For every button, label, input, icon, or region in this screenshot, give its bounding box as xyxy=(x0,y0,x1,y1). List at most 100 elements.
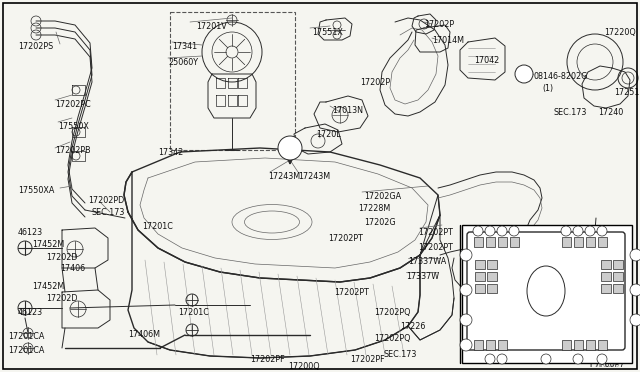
Text: 17201C: 17201C xyxy=(142,222,173,231)
Bar xyxy=(474,237,483,247)
Text: A: A xyxy=(287,143,293,153)
Text: 17201V: 17201V xyxy=(196,22,227,31)
Bar xyxy=(475,284,485,293)
Bar xyxy=(574,237,583,247)
Text: 46123: 46123 xyxy=(18,228,43,237)
Bar xyxy=(498,237,507,247)
Bar xyxy=(613,272,623,281)
Text: 17201C: 17201C xyxy=(178,308,209,317)
Text: a: a xyxy=(488,228,492,234)
Text: 25060Y: 25060Y xyxy=(168,58,198,67)
Circle shape xyxy=(515,243,533,261)
Bar xyxy=(574,340,583,350)
Text: VIEW: VIEW xyxy=(464,238,484,247)
Text: a: a xyxy=(500,356,504,362)
Text: 17251: 17251 xyxy=(614,88,639,97)
Circle shape xyxy=(485,354,495,364)
Text: 17013N: 17013N xyxy=(332,106,363,115)
Bar xyxy=(613,260,623,269)
Text: 17228M: 17228M xyxy=(358,204,390,213)
Text: 17202PQ: 17202PQ xyxy=(374,308,410,317)
Circle shape xyxy=(630,284,640,296)
Bar xyxy=(486,237,495,247)
Text: 17337WA: 17337WA xyxy=(408,257,446,266)
Text: 17243M: 17243M xyxy=(298,172,330,181)
Text: ...17243M: ...17243M xyxy=(510,232,548,241)
Text: a: a xyxy=(564,228,568,234)
Bar xyxy=(498,340,507,350)
Text: 17202PS: 17202PS xyxy=(18,42,53,51)
Bar xyxy=(562,340,571,350)
Text: 17452M: 17452M xyxy=(32,240,64,249)
Text: 17202G: 17202G xyxy=(364,218,396,227)
Text: a: a xyxy=(464,317,468,323)
Text: 17220Q: 17220Q xyxy=(604,28,636,37)
Circle shape xyxy=(460,284,472,296)
Text: a: a xyxy=(464,253,468,257)
Text: 17202PD: 17202PD xyxy=(88,196,124,205)
Text: 17337W: 17337W xyxy=(406,272,439,281)
Text: B: B xyxy=(521,70,527,78)
Circle shape xyxy=(460,339,472,351)
Circle shape xyxy=(597,354,607,364)
Text: 17452M: 17452M xyxy=(32,282,64,291)
Text: 17042: 17042 xyxy=(474,56,499,65)
Circle shape xyxy=(460,314,472,326)
Circle shape xyxy=(485,226,495,236)
Bar xyxy=(601,272,611,281)
Text: 1720L: 1720L xyxy=(316,130,340,139)
Text: 08146-8202G: 08146-8202G xyxy=(534,246,588,255)
Text: (1): (1) xyxy=(542,84,553,93)
Text: a: a xyxy=(600,356,604,362)
Bar xyxy=(562,237,571,247)
Text: 17406: 17406 xyxy=(60,264,85,273)
Text: 17341: 17341 xyxy=(172,42,197,51)
Text: 17342: 17342 xyxy=(158,148,183,157)
Text: 17240: 17240 xyxy=(598,108,623,117)
Bar xyxy=(487,272,497,281)
Text: 17406M: 17406M xyxy=(128,330,160,339)
Circle shape xyxy=(597,226,607,236)
Circle shape xyxy=(630,314,640,326)
Text: a: a xyxy=(634,288,638,292)
Text: 17202PT: 17202PT xyxy=(418,243,453,252)
Bar xyxy=(601,260,611,269)
Text: SEC.173: SEC.173 xyxy=(92,208,125,217)
Text: ...17243M: ...17243M xyxy=(510,238,550,247)
Text: 17202PB: 17202PB xyxy=(55,146,91,155)
Text: I 7P00P7: I 7P00P7 xyxy=(590,362,621,368)
Text: 17202PT: 17202PT xyxy=(334,288,369,297)
Text: a: a xyxy=(464,288,468,292)
Text: 17202PT: 17202PT xyxy=(418,228,453,237)
Text: a: a xyxy=(488,356,492,362)
Bar xyxy=(613,284,623,293)
Circle shape xyxy=(278,136,302,160)
Bar xyxy=(598,340,607,350)
Circle shape xyxy=(573,354,583,364)
Text: a: a xyxy=(576,356,580,362)
Bar xyxy=(601,284,611,293)
Text: a: a xyxy=(464,343,468,347)
Text: (1): (1) xyxy=(548,258,559,267)
Circle shape xyxy=(497,354,507,364)
Bar xyxy=(586,340,595,350)
Text: 17226: 17226 xyxy=(400,322,426,331)
Bar xyxy=(462,225,632,363)
Text: 46123: 46123 xyxy=(18,308,43,317)
Circle shape xyxy=(509,226,519,236)
Bar xyxy=(586,237,595,247)
Text: 17550X: 17550X xyxy=(58,122,89,131)
Text: 17201CA: 17201CA xyxy=(8,332,44,341)
Circle shape xyxy=(541,354,551,364)
Text: 17202PT: 17202PT xyxy=(328,234,363,243)
Text: 17202GA: 17202GA xyxy=(364,192,401,201)
Text: a: a xyxy=(500,228,504,234)
Bar xyxy=(510,237,519,247)
Text: SEC.173: SEC.173 xyxy=(554,108,588,117)
Circle shape xyxy=(460,249,472,261)
Circle shape xyxy=(630,249,640,261)
Text: VIEW A: VIEW A xyxy=(468,232,495,241)
Text: 17202PF: 17202PF xyxy=(250,355,285,364)
Bar xyxy=(598,237,607,247)
Circle shape xyxy=(497,226,507,236)
